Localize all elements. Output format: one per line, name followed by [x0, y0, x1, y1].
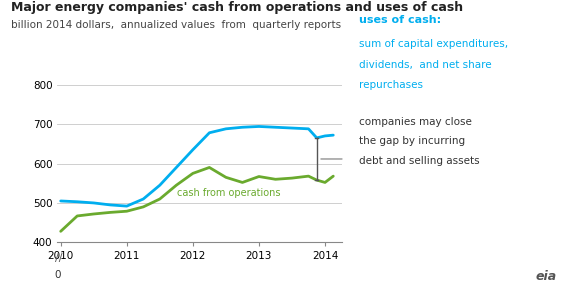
Text: uses of cash:: uses of cash: — [359, 15, 441, 25]
Text: Major energy companies' cash from operations and uses of cash: Major energy companies' cash from operat… — [11, 1, 464, 15]
Text: 0: 0 — [55, 270, 61, 280]
Text: eia: eia — [536, 270, 557, 283]
Text: //: // — [55, 253, 62, 263]
Text: debt and selling assets: debt and selling assets — [359, 156, 479, 166]
Text: billion 2014 dollars,  annualized values  from  quarterly reports: billion 2014 dollars, annualized values … — [11, 20, 342, 30]
Text: the gap by incurring: the gap by incurring — [359, 136, 465, 146]
Text: companies may close: companies may close — [359, 117, 472, 127]
Text: repurchases: repurchases — [359, 80, 422, 90]
Text: sum of capital expenditures,: sum of capital expenditures, — [359, 39, 508, 49]
Text: cash from operations: cash from operations — [177, 188, 281, 198]
Text: dividends,  and net share: dividends, and net share — [359, 60, 491, 70]
